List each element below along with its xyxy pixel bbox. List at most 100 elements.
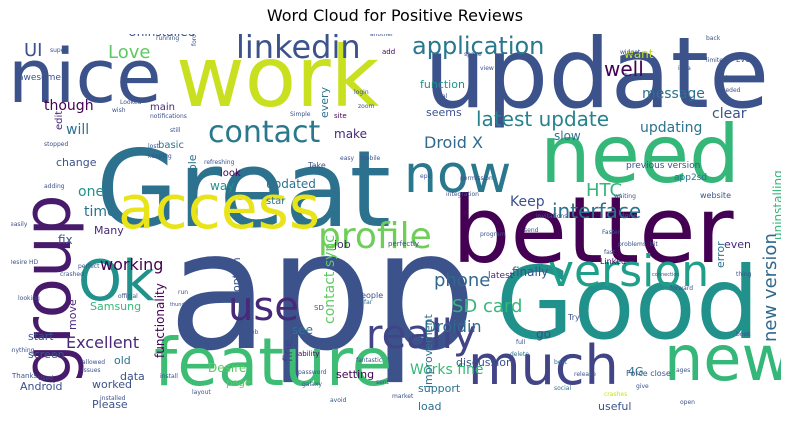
word-support: support	[418, 382, 461, 395]
word-lost: lost	[148, 143, 159, 150]
word-every: every	[318, 86, 331, 118]
word-good: Good	[496, 245, 759, 362]
word-message: message	[642, 86, 705, 102]
word-needed: needed	[718, 87, 741, 94]
word-fast: fast	[604, 249, 616, 256]
word-job: job	[333, 238, 351, 251]
word-faster: Faster	[602, 229, 621, 236]
word-crashes: crashes	[604, 391, 627, 398]
word-social: social	[554, 385, 571, 392]
word-ui: UI	[24, 40, 42, 61]
word-sd-card: SD card	[452, 296, 522, 317]
word-update: update	[424, 34, 769, 131]
word-force-close: Force close	[626, 369, 671, 378]
word-seems: seems	[426, 106, 462, 119]
word-page: page	[226, 378, 251, 389]
word-ages: ages	[676, 367, 690, 374]
word-well: well	[604, 57, 644, 81]
word-perfect: perfect	[78, 263, 100, 270]
word-please: Please	[92, 398, 128, 411]
word-many: Many	[94, 224, 124, 237]
word-able: able	[186, 154, 199, 178]
word-release: release	[574, 371, 596, 378]
word-though: though	[44, 98, 94, 114]
word-main: main	[150, 102, 175, 113]
word-first: first	[624, 73, 636, 80]
word-zoom: zoom	[358, 103, 374, 110]
word-website: website	[700, 191, 731, 200]
word-old: old	[114, 354, 131, 367]
word-keep: Keep	[510, 194, 545, 210]
word-load: load	[418, 400, 442, 413]
word-contact: contact	[208, 115, 321, 150]
word-even: even	[724, 238, 751, 251]
word-really: really	[366, 312, 477, 358]
word-profile: profile	[318, 216, 432, 257]
word-run: run	[178, 289, 188, 296]
word-time: time	[84, 204, 116, 220]
word-connection: connection	[652, 272, 680, 278]
word-fantastic: fantastic	[356, 357, 382, 364]
word-love: Love	[108, 42, 150, 63]
word-option: option	[230, 257, 243, 292]
word-try: Try	[567, 313, 580, 322]
word-better: better	[452, 177, 734, 284]
word-screen: screen	[28, 348, 65, 361]
word-keeping: keeping	[148, 153, 172, 160]
word-use: use	[228, 284, 299, 330]
word-avoid: avoid	[330, 397, 347, 404]
word-crashed: crashed	[60, 271, 84, 278]
word-excellent: Excellent	[66, 333, 139, 352]
word-previous-version: previous version	[626, 161, 700, 171]
word-wish: wish	[112, 107, 126, 114]
word-droidin: Droidin	[424, 317, 482, 336]
word-another: another	[370, 34, 394, 38]
word-easy: easy	[340, 155, 354, 162]
word-latest-update: latest update	[476, 107, 609, 131]
word-app: app	[168, 196, 477, 387]
word-awesome: awesome	[18, 73, 61, 83]
word-access: access	[118, 173, 320, 243]
word-web: web	[246, 329, 259, 336]
chart-title: Word Cloud for Positive Reviews	[266, 6, 524, 25]
word-site: site	[334, 112, 347, 120]
word-galaxy: galaxy	[302, 381, 322, 388]
word-functionality: functionality	[153, 283, 167, 358]
word-best: best	[554, 359, 568, 366]
word-htc: HTC	[586, 180, 622, 201]
word-invitations: invitations	[536, 213, 567, 220]
word-looking: looking	[18, 295, 40, 302]
word-delete: delete	[510, 351, 529, 358]
word-phone: phone	[434, 270, 490, 291]
word-mobile: mobile	[360, 155, 381, 162]
word-latest: latest	[488, 271, 514, 281]
word-setting: setting	[336, 368, 374, 381]
word-forward: forward	[670, 285, 693, 292]
word-star: star	[266, 196, 286, 207]
word-function: function	[420, 78, 465, 91]
word-issues: issues	[82, 367, 101, 374]
word-error: error	[714, 241, 727, 268]
word-fine: fine	[281, 339, 295, 362]
word-useful: useful	[598, 400, 631, 413]
word-4g: 4G	[628, 365, 644, 378]
word-updating: updating	[640, 120, 702, 136]
word-view: view	[480, 65, 494, 72]
word-stopped: stopped	[44, 141, 68, 148]
word-linked: Linked	[600, 257, 626, 266]
word-easily: easily	[11, 221, 28, 228]
word-looked: Looked	[120, 99, 142, 106]
word-much: much	[468, 334, 619, 397]
word-will: will	[66, 122, 89, 138]
word-thing: thing	[736, 271, 752, 278]
word-linkedin: linkedin	[236, 34, 361, 66]
word-uninstalled: Uninstalled	[128, 34, 195, 39]
word-droid-x: Droid X	[424, 133, 483, 152]
word-back: back	[706, 35, 721, 42]
word-working: working	[100, 255, 163, 274]
word-limited: limited	[706, 57, 727, 64]
word-real: real	[436, 93, 448, 100]
word-feature: feature	[154, 324, 392, 401]
word-move: move	[66, 299, 79, 330]
